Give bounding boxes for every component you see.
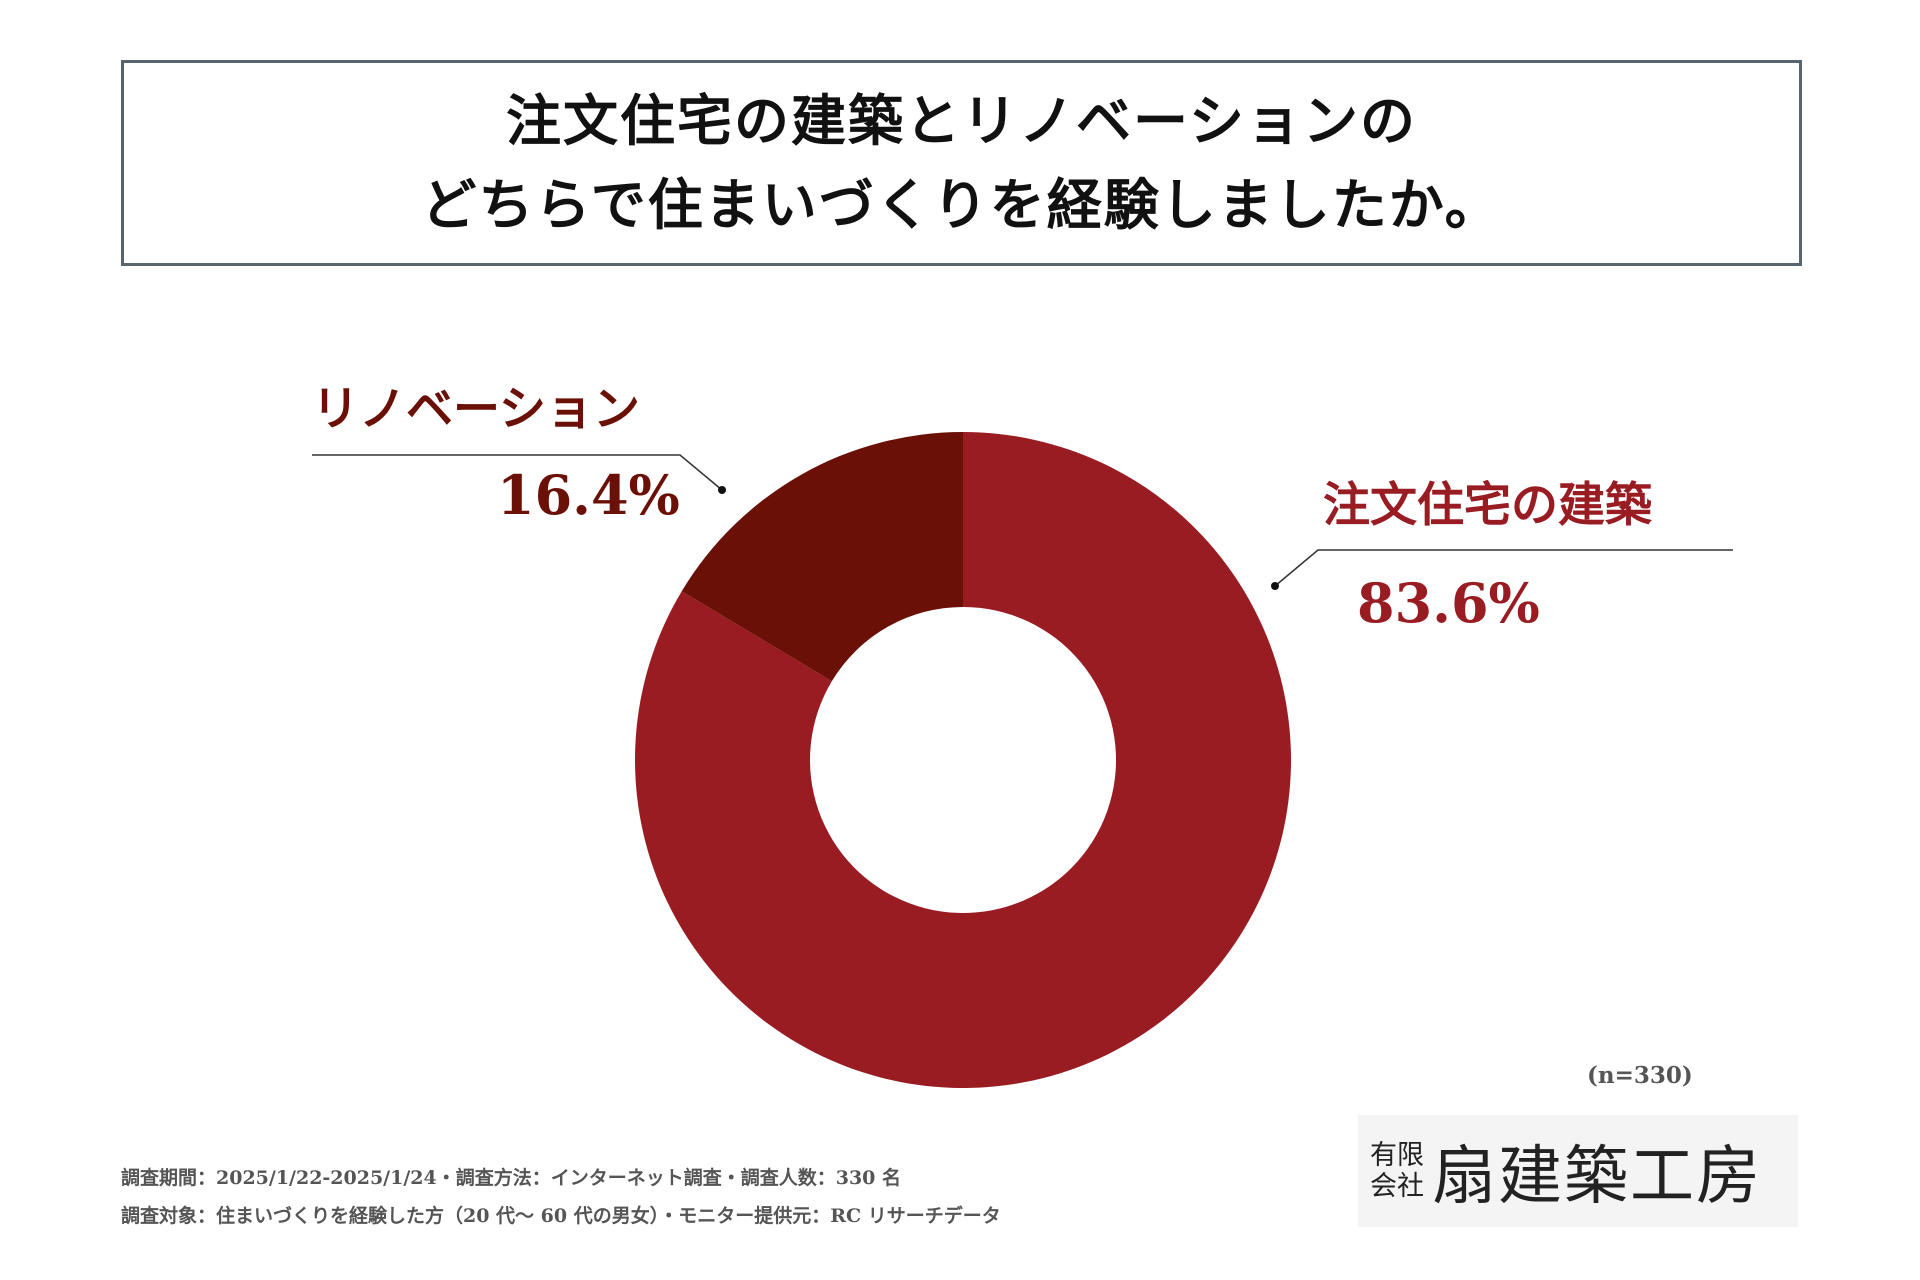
sample-size: (n=330) bbox=[1587, 1062, 1693, 1089]
donut-slices bbox=[634, 432, 1291, 1088]
slice-label-custom-home: 注文住宅の建築 bbox=[1323, 478, 1653, 533]
title-box: 注文住宅の建築とリノベーションの どちらで住まいづくりを経験しましたか。 bbox=[121, 60, 1802, 266]
leader-line-renovation bbox=[312, 454, 723, 491]
logo-company-type: 有限 会社 bbox=[1370, 1140, 1424, 1202]
company-logo: 有限 会社 扇建築工房 bbox=[1358, 1115, 1798, 1227]
logo-small-bottom: 会社 bbox=[1370, 1171, 1424, 1202]
footnote-line-1: 調査期間：2025/1/22-2025/1/24・調査方法：インターネット調査・… bbox=[121, 1167, 902, 1189]
leader-line-custom-home bbox=[1274, 549, 1733, 587]
leader-dot-custom-home bbox=[1271, 582, 1279, 590]
slice-renovation bbox=[681, 432, 963, 682]
chart-title-line-1: 注文住宅の建築とリノベーションの bbox=[506, 88, 1417, 153]
logo-company-name: 扇建築工房 bbox=[1432, 1140, 1762, 1214]
chart-title-line-2: どちらで住まいづくりを経験しましたか。 bbox=[421, 172, 1502, 237]
logo-small-top: 有限 bbox=[1370, 1140, 1424, 1171]
leader-lines bbox=[312, 454, 1733, 587]
slice-value-custom-home: 83.6% bbox=[1357, 571, 1540, 635]
slice-value-renovation: 16.4% bbox=[497, 463, 680, 527]
slice-custom-home bbox=[634, 432, 1291, 1088]
leader-dot-renovation bbox=[718, 486, 726, 494]
slice-label-renovation: リノベーション bbox=[312, 382, 640, 437]
footnote-line-2: 調査対象：住まいづくりを経験した方（20 代～ 60 代の男女）・モニター提供元… bbox=[121, 1205, 1001, 1227]
